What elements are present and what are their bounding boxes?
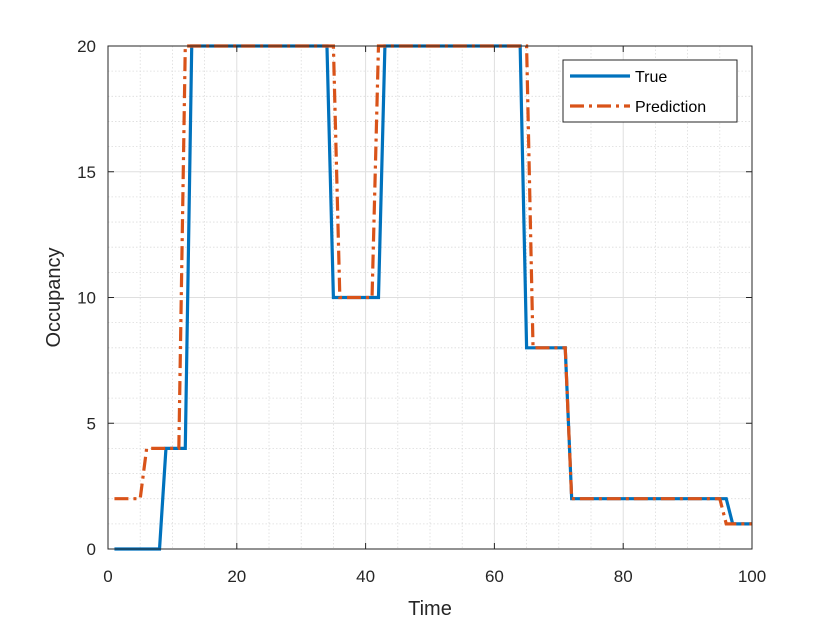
x-tick-label: 40	[356, 567, 375, 586]
legend-box	[562, 59, 738, 123]
y-tick-label: 15	[77, 163, 96, 182]
y-tick-label: 5	[87, 414, 96, 433]
series-line-true	[114, 44, 752, 551]
legend-label-prediction: Prediction	[635, 99, 706, 116]
x-tick-label: 80	[614, 567, 633, 586]
legend: True Prediction	[562, 59, 738, 123]
tick-labels: 0 20 40 60 80 100 0 5 10 15 20	[77, 37, 766, 586]
series-line-prediction	[114, 44, 752, 526]
axis-ticks	[107, 45, 753, 550]
x-axis-label: Time	[408, 598, 452, 620]
y-tick-label: 20	[77, 37, 96, 56]
x-tick-label: 0	[103, 567, 112, 586]
y-axis-label: Occupancy	[43, 247, 65, 347]
y-tick-label: 0	[87, 540, 96, 559]
y-tick-label: 10	[77, 289, 96, 308]
x-tick-label: 20	[227, 567, 246, 586]
x-tick-label: 100	[738, 567, 766, 586]
x-tick-label: 60	[485, 567, 504, 586]
series-layer	[114, 44, 752, 551]
legend-label-true: True	[635, 69, 667, 86]
